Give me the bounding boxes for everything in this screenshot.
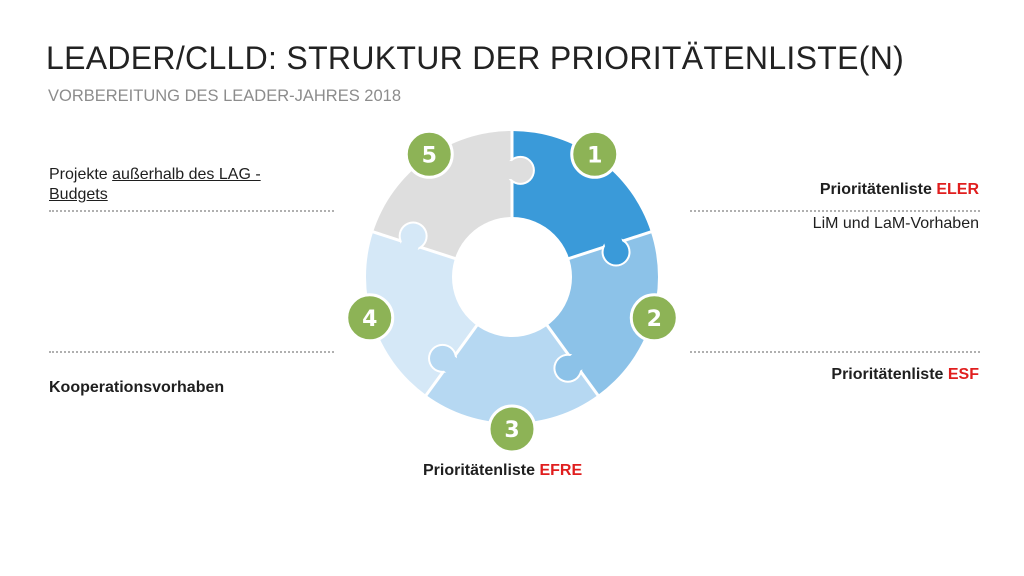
number-badge-circle-1: [570, 129, 620, 179]
label-piece-1-prefix: Prioritätenliste: [819, 181, 937, 198]
number-badge-1: 1: [570, 129, 620, 179]
label-piece-3: Prioritätenliste EFRE: [423, 462, 582, 480]
label-piece-2: Prioritätenliste ESF: [831, 366, 979, 384]
page-subtitle: VORBEREITUNG DES LEADER-JAHRES 2018: [48, 87, 402, 105]
puzzle-tab-neck-2: [567, 353, 586, 372]
number-badge-4: 4: [345, 293, 395, 343]
puzzle-tab-neck-3: [441, 355, 460, 374]
puzzle-tab-neck-4: [400, 236, 419, 255]
page-title: LEADER/CLLD: STRUKTUR DER PRIORITÄTENLIS…: [46, 40, 905, 76]
label-piece-3-prefix: Prioritätenliste: [423, 462, 540, 479]
separator-right-bottom: [690, 351, 980, 353]
puzzle-tab-neck-1: [604, 233, 623, 252]
number-badge-circle-4: [345, 293, 395, 343]
label-piece-1-accent: ELER: [936, 181, 979, 198]
puzzle-piece-1: [512, 131, 651, 260]
label-piece-5-line2[interactable]: Budgets: [49, 186, 108, 203]
number-badge-label-5: 5: [422, 143, 437, 168]
label-piece-1: Prioritätenliste ELER: [820, 181, 979, 199]
separator-left-bottom: [49, 351, 334, 353]
number-badge-circle-3: [487, 404, 537, 454]
number-badge-label-2: 2: [647, 307, 662, 332]
number-badge-2: 2: [629, 293, 679, 343]
number-badge-label-1: 1: [587, 143, 602, 168]
label-piece-2-prefix: Prioritätenliste: [831, 366, 948, 383]
label-piece-5: Projekte außerhalb des LAG - Budgets: [49, 165, 261, 205]
puzzle-tab-neck-5: [501, 161, 520, 180]
label-piece-5-link[interactable]: außerhalb des LAG -: [112, 166, 261, 183]
number-badge-3: 3: [487, 404, 537, 454]
label-piece-4: Kooperationsvorhaben: [49, 379, 225, 396]
number-badge-label-4: 4: [362, 307, 377, 332]
label-piece-2-accent: ESF: [947, 366, 979, 383]
number-badge-label-3: 3: [504, 418, 519, 443]
label-piece-1-note: LiM und LaM-Vorhaben: [812, 215, 979, 232]
separator-right-top: [690, 210, 980, 212]
label-piece-5-prefix: Projekte: [49, 166, 113, 183]
number-badge-5: 5: [404, 129, 454, 179]
number-badge-circle-2: [629, 293, 679, 343]
ring-center-hole: [452, 217, 572, 337]
number-badge-circle-5: [404, 129, 454, 179]
puzzle-piece-3: [426, 322, 598, 424]
separator-left-top: [49, 210, 334, 212]
label-piece-3-accent: EFRE: [539, 462, 583, 479]
